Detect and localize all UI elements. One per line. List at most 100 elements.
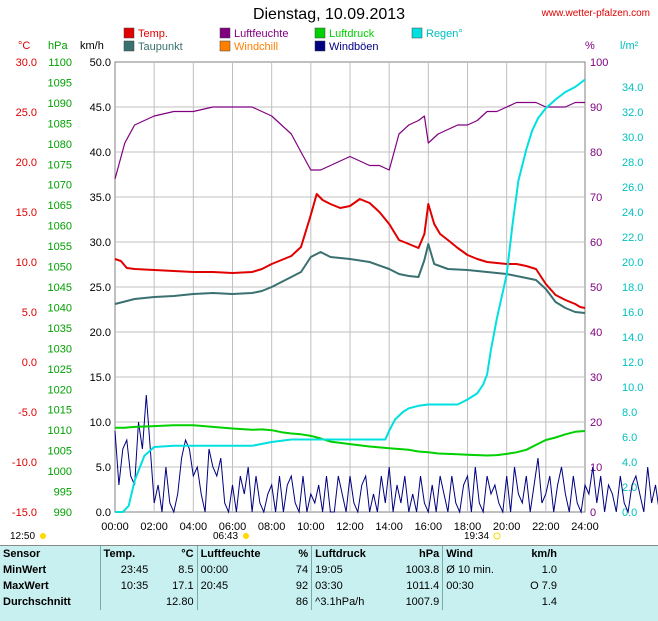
cell: 1011.4	[406, 580, 440, 592]
press-tick-label: 1025	[48, 364, 72, 376]
site-link[interactable]: www.wetter-pfalzen.com	[541, 8, 650, 19]
hdr-temp: Temp.	[99, 546, 152, 562]
press-tick-label: 1020	[48, 384, 72, 396]
time-start-label: 12:50	[10, 531, 36, 542]
legend-label: Luftdruck	[329, 28, 375, 40]
series-taupunkt	[114, 243, 586, 314]
cell: 23:45	[99, 562, 152, 578]
wind-tick-label: 30.0	[90, 237, 111, 249]
rain-tick-label: 14.0	[622, 332, 643, 344]
press-tick-label: 1095	[48, 77, 72, 89]
press-tick-label: 1030	[48, 343, 72, 355]
wind-tick-label: 25.0	[90, 282, 111, 294]
cell: 20:45	[196, 578, 287, 594]
x-tick-label: 06:00	[219, 521, 247, 533]
hum-tick-label: 60	[590, 237, 602, 249]
wind-tick-label: 5.0	[96, 462, 111, 474]
series-temp	[114, 193, 586, 309]
sun-icon	[40, 533, 46, 539]
press-unit-label: hPa	[48, 40, 68, 52]
press-tick-label: 995	[54, 487, 72, 499]
row-label: MaxWert	[3, 580, 49, 592]
series-windboeen	[114, 394, 658, 514]
temp-tick-label: -15.0	[12, 507, 37, 519]
cell: 00:00	[196, 562, 287, 578]
weather-chart: °C hPa km/h% l/m² 30.0 25.0 20.0 15.0 10.0 5.0 0.0…	[12, 27, 658, 540]
x-tick-label: 00:00	[101, 521, 129, 533]
rain-tick-label: 22.0	[622, 232, 643, 244]
temp-tick-label: 0.0	[22, 357, 37, 369]
x-tick-label: 16:00	[415, 521, 443, 533]
legend-swatch	[411, 27, 423, 39]
row-label: Durchschnitt	[3, 596, 71, 608]
cell: 12.80	[166, 596, 194, 608]
cell: 19:05	[311, 562, 389, 578]
cell: 8.5	[178, 564, 194, 576]
hum-tick-label: 0	[590, 507, 596, 519]
hdr-hum-unit: %	[298, 548, 309, 560]
cell: 1.4	[541, 596, 557, 608]
temp-unit-label: °C	[18, 40, 30, 52]
rain-tick-label: 12.0	[622, 357, 643, 369]
hum-tick-label: 80	[590, 147, 602, 159]
hdr-press-unit: hPa	[419, 548, 440, 560]
series-luftdruck	[115, 424, 586, 457]
rain-unit-label: l/m²	[620, 40, 639, 52]
x-tick-label: 22:00	[532, 521, 560, 533]
legend-swatch	[219, 40, 231, 52]
hdr-hum: Luftfeuchte	[196, 546, 287, 562]
hum-tick-label: 50	[590, 282, 602, 294]
wind-tick-label: 35.0	[90, 192, 111, 204]
wind-unit-label: km/h	[80, 40, 104, 52]
wind-tick-label: 0.0	[96, 507, 111, 519]
cell: Ø 10 min.	[442, 562, 516, 578]
cell: 1003.8	[405, 564, 440, 576]
hdr-wind: Wind	[442, 546, 516, 562]
legend-label: Windchill	[234, 41, 278, 53]
legend-label: Temp.	[138, 28, 168, 40]
press-tick-label: 1000	[48, 466, 72, 478]
wind-tick-label: 45.0	[90, 102, 111, 114]
rain-tick-label: 18.0	[622, 282, 643, 294]
chart-title: Dienstag, 10.09.2013	[252, 6, 406, 23]
rain-tick-label: 0.0	[622, 507, 637, 519]
hdr-sensor: Sensor	[3, 548, 41, 560]
press-tick-label: 1050	[48, 262, 72, 274]
legend-swatch	[314, 40, 326, 52]
temp-tick-label: 25.0	[16, 107, 37, 119]
temp-tick-label: -10.0	[12, 457, 37, 469]
legend-swatch	[219, 27, 231, 39]
legend-swatch	[123, 40, 135, 52]
press-tick-label: 1070	[48, 180, 72, 192]
press-tick-label: 1055	[48, 241, 72, 253]
press-tick-label: 1080	[48, 139, 72, 151]
series-regen	[115, 78, 586, 513]
rain-tick-label: 10.0	[622, 382, 643, 394]
press-tick-label: 1085	[48, 118, 72, 130]
press-tick-label: 990	[54, 507, 72, 519]
cell: 86	[295, 596, 309, 608]
rain-tick-label: 2.0	[622, 482, 637, 494]
press-tick-label: 1045	[48, 282, 72, 294]
cell	[196, 594, 287, 610]
series-luftfeuchte	[114, 101, 585, 180]
press-tick-label: 1100	[48, 57, 72, 69]
rain-tick-label: 6.0	[622, 432, 637, 444]
temp-tick-label: -5.0	[18, 407, 37, 419]
hum-unit-label: %	[585, 40, 595, 52]
cell: 92	[295, 580, 309, 592]
hdr-wind-unit: km/h	[531, 548, 557, 560]
wind-tick-label: 20.0	[90, 327, 111, 339]
hum-tick-label: 70	[590, 192, 602, 204]
rain-tick-label: 30.0	[622, 132, 643, 144]
cell: 17.1	[172, 580, 194, 592]
x-tick-label: 12:00	[336, 521, 364, 533]
temp-tick-label: 30.0	[16, 57, 37, 69]
cell: ^3.1hPa/h	[311, 594, 389, 610]
hum-tick-label: 30	[590, 372, 602, 384]
stats-header-row: Sensor Temp. °C Luftfeuchte % Luftdruck …	[0, 546, 560, 562]
press-tick-label: 1015	[48, 405, 72, 417]
rain-tick-label: 34.0	[622, 82, 643, 94]
temp-tick-label: 5.0	[22, 307, 37, 319]
wind-tick-label: 15.0	[90, 372, 111, 384]
